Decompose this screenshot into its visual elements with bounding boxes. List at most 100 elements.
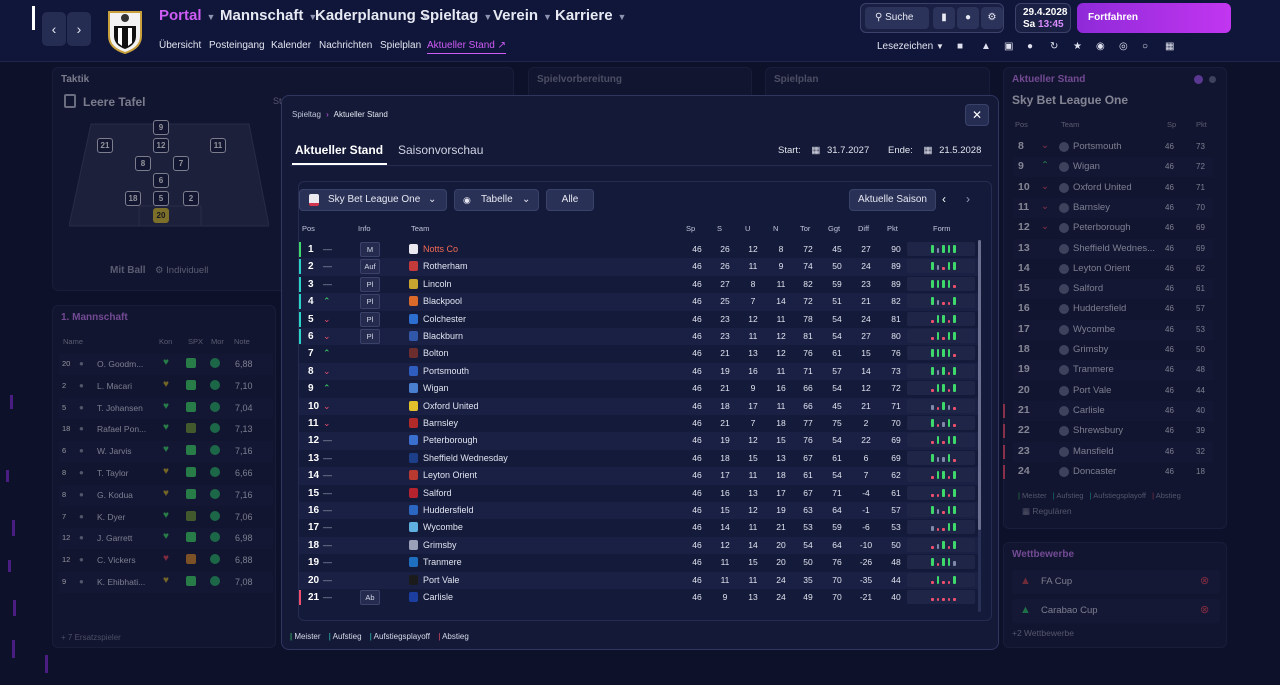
player-name[interactable]: C. Vickers <box>97 555 136 566</box>
table-row[interactable]: 20— Port Vale 46 11 11 24 35 70 -35 44 <box>299 571 978 589</box>
row-team[interactable]: Sheffield Wednesday <box>423 452 508 463</box>
row-team[interactable]: Grimsby <box>423 539 457 550</box>
scrollbar-thumb[interactable] <box>978 240 981 530</box>
player-shirt[interactable]: 12 <box>153 138 169 153</box>
calendar-grid-icon[interactable]: ▦ <box>1165 41 1175 52</box>
side-table-row[interactable]: 21 Carlisle 46 40 <box>1003 400 1213 421</box>
table-row[interactable]: 14— Leyton Orient 46 17 11 18 61 54 7 62 <box>299 467 978 485</box>
table-row[interactable]: 19— Tranmere 46 11 15 20 50 76 -26 48 <box>299 554 978 571</box>
date-time[interactable]: 29.4.2028 Sa 13:45 <box>1015 3 1071 33</box>
row-team[interactable]: Tranmere <box>423 557 462 568</box>
player-name[interactable]: O. Goodm... <box>97 359 144 369</box>
side-table-row[interactable]: 9 ⌃ Wigan 46 72 <box>1013 157 1213 178</box>
side-row-team[interactable]: Doncaster <box>1073 465 1117 477</box>
side-row-team[interactable]: Oxford United <box>1073 181 1132 193</box>
squad-row[interactable]: 5 ● T. Johansen ♥ 7,04 <box>59 397 273 419</box>
table-row[interactable]: 16— Huddersfield 46 15 12 19 63 64 -1 57 <box>299 502 978 520</box>
table-row[interactable]: 7 ⌃ Bolton 46 21 13 12 76 61 15 76 <box>299 345 978 362</box>
menu-kaderplanung[interactable]: Kaderplanung ▼ <box>315 7 430 24</box>
row-team[interactable]: Portsmouth <box>423 365 470 376</box>
player-shirt[interactable]: 9 <box>153 120 169 135</box>
refresh-icon[interactable]: ↻ <box>1050 41 1059 52</box>
squad-row[interactable]: 20 ● O. Goodm... ♥ 6,88 <box>59 354 273 375</box>
player-shirt[interactable]: 2 <box>183 191 199 206</box>
bookmarks-dropdown[interactable]: Lesezeichen ▼ <box>877 41 944 52</box>
player-shirt[interactable]: 7 <box>173 156 189 171</box>
table-row[interactable]: 10 ⌄ Oxford United 46 18 17 11 66 45 21 71 <box>299 397 978 415</box>
side-row-team[interactable]: Salford <box>1073 283 1104 295</box>
player-shirt[interactable]: 18 <box>125 191 141 206</box>
row-team[interactable]: Port Vale <box>423 574 460 585</box>
table-row[interactable]: 4 ⌃ Pl Blackpool 46 25 7 14 72 51 21 82 <box>299 293 978 311</box>
side-table-row[interactable]: 13 Sheffield Wednes... 46 69 <box>1013 238 1213 259</box>
settings-button[interactable]: ⚙ <box>981 7 1003 29</box>
row-team[interactable]: Huddersfield <box>423 505 474 515</box>
page-dot[interactable] <box>1209 76 1216 83</box>
competitions-panel[interactable]: Wettbewerbe ▲ FA Cup ⊗ ▲ Carabao Cup ⊗ +… <box>1003 542 1227 648</box>
side-table-row[interactable]: 23 Mansfield 46 32 <box>1003 441 1213 462</box>
player-name[interactable]: T. Taylor <box>97 468 129 478</box>
close-circle-icon[interactable]: ⊗ <box>1200 604 1210 616</box>
row-team[interactable]: Bolton <box>423 348 449 359</box>
squad-more[interactable]: + 7 Ersatzspieler <box>61 633 121 642</box>
back-button[interactable]: ‹ <box>42 12 66 46</box>
row-team[interactable]: Barnsley <box>423 418 459 428</box>
side-row-team[interactable]: Wycombe <box>1073 323 1116 335</box>
table-row[interactable]: 6 ⌄ Pl Blackburn 46 23 11 12 81 54 27 80 <box>299 328 978 346</box>
menu-mannschaft[interactable]: Mannschaft ▼ <box>220 7 317 24</box>
player-name[interactable]: T. Johansen <box>97 402 143 413</box>
player-name[interactable]: K. Ehibhati... <box>97 577 146 587</box>
side-row-team[interactable]: Wigan <box>1073 161 1100 173</box>
trophy-icon[interactable]: ★ <box>1073 41 1082 52</box>
table-row[interactable]: 3 — Pl Lincoln 46 27 8 11 82 59 23 89 <box>299 276 978 293</box>
player-name[interactable]: J. Garrett <box>97 533 133 544</box>
target-icon[interactable]: ◎ <box>1119 41 1128 52</box>
view-dropdown[interactable]: ◉ Tabelle ⌄ <box>454 189 539 211</box>
league-dropdown[interactable]: Sky Bet League One ⌄ <box>299 189 447 211</box>
filter-button[interactable]: Alle <box>546 189 594 211</box>
side-table-row[interactable]: 11 ⌄ Barnsley 46 70 <box>1013 197 1213 218</box>
next-season-button[interactable]: › <box>966 192 970 206</box>
side-row-team[interactable]: Sheffield Wednes... <box>1073 242 1156 254</box>
side-table-row[interactable]: 17 Wycombe 46 53 <box>1013 319 1213 340</box>
table-row[interactable]: 1 — M Notts Co 46 26 12 8 72 45 27 90 <box>299 241 978 258</box>
menu-portal[interactable]: Portal ▼ <box>159 7 215 24</box>
squad-row[interactable]: 8 ● T. Taylor ♥ 6,66 <box>59 463 273 484</box>
table-row[interactable]: 15— Salford 46 16 13 17 67 71 -4 61 <box>299 485 978 502</box>
side-table-row[interactable]: 22 Shrewsbury 46 39 <box>1003 421 1213 441</box>
side-table-row[interactable]: 8 ⌄ Portsmouth 46 73 <box>1013 137 1213 157</box>
table-row[interactable]: 13— Sheffield Wednesday 46 18 15 13 67 61 6 69 <box>299 450 978 467</box>
table-row[interactable]: 17— Wycombe 46 14 11 21 53 59 -6 53 <box>299 519 978 536</box>
side-row-team[interactable]: Portsmouth <box>1073 141 1122 152</box>
side-table-row[interactable]: 19 Tranmere 46 48 <box>1013 360 1213 381</box>
continue-button[interactable]: Fortfahren <box>1077 3 1231 33</box>
player-shirt[interactable]: 20 <box>153 208 169 223</box>
regular-season-toggle[interactable]: ▦ Regulären <box>1022 506 1072 517</box>
support-button[interactable]: ● <box>957 7 979 29</box>
row-team[interactable]: Wigan <box>423 383 449 394</box>
player-shirt[interactable]: 6 <box>153 173 169 188</box>
scrollbar[interactable] <box>978 240 981 612</box>
row-team[interactable]: Notts Co <box>423 244 459 254</box>
side-table-row[interactable]: 10 ⌄ Oxford United 46 71 <box>1013 178 1213 198</box>
competition-fa-cup[interactable]: ▲ FA Cup ⊗ <box>1012 570 1220 594</box>
competition-carabao-cup[interactable]: ▲ Carabao Cup ⊗ <box>1012 599 1220 623</box>
side-row-team[interactable]: Carlisle <box>1073 404 1105 416</box>
table-row[interactable]: 2 — Auf Rotherham 46 26 11 9 74 50 24 89 <box>299 258 978 276</box>
side-row-team[interactable]: Peterborough <box>1073 222 1131 234</box>
row-team[interactable]: Salford <box>423 487 452 498</box>
squad-row[interactable]: 12 ● C. Vickers ♥ 6,88 <box>59 550 273 571</box>
submenu-aktueller-stand[interactable]: Aktueller Stand ↗ <box>427 40 506 54</box>
row-team[interactable]: Rotherham <box>423 261 468 272</box>
row-team[interactable]: Peterborough <box>423 435 478 446</box>
player-name[interactable]: Rafael Pon... <box>97 424 147 435</box>
player-name[interactable]: K. Dyer <box>97 511 126 522</box>
competitions-more[interactable]: +2 Wettbewerbe <box>1012 628 1074 638</box>
row-team[interactable]: Carlisle <box>423 592 454 602</box>
submenu-posteingang[interactable]: Posteingang <box>209 40 265 51</box>
table-row[interactable]: 11 ⌄ Barnsley 46 21 7 18 77 75 2 70 <box>299 415 978 432</box>
squad-row[interactable]: 2 ● L. Macari ♥ 7,10 <box>59 376 273 397</box>
menu-spieltag[interactable]: Spieltag ▼ <box>420 7 492 24</box>
squad-row[interactable]: 7 ● K. Dyer ♥ 7,06 <box>59 507 273 528</box>
pawprint-icon[interactable]: ◉ <box>1096 41 1105 52</box>
